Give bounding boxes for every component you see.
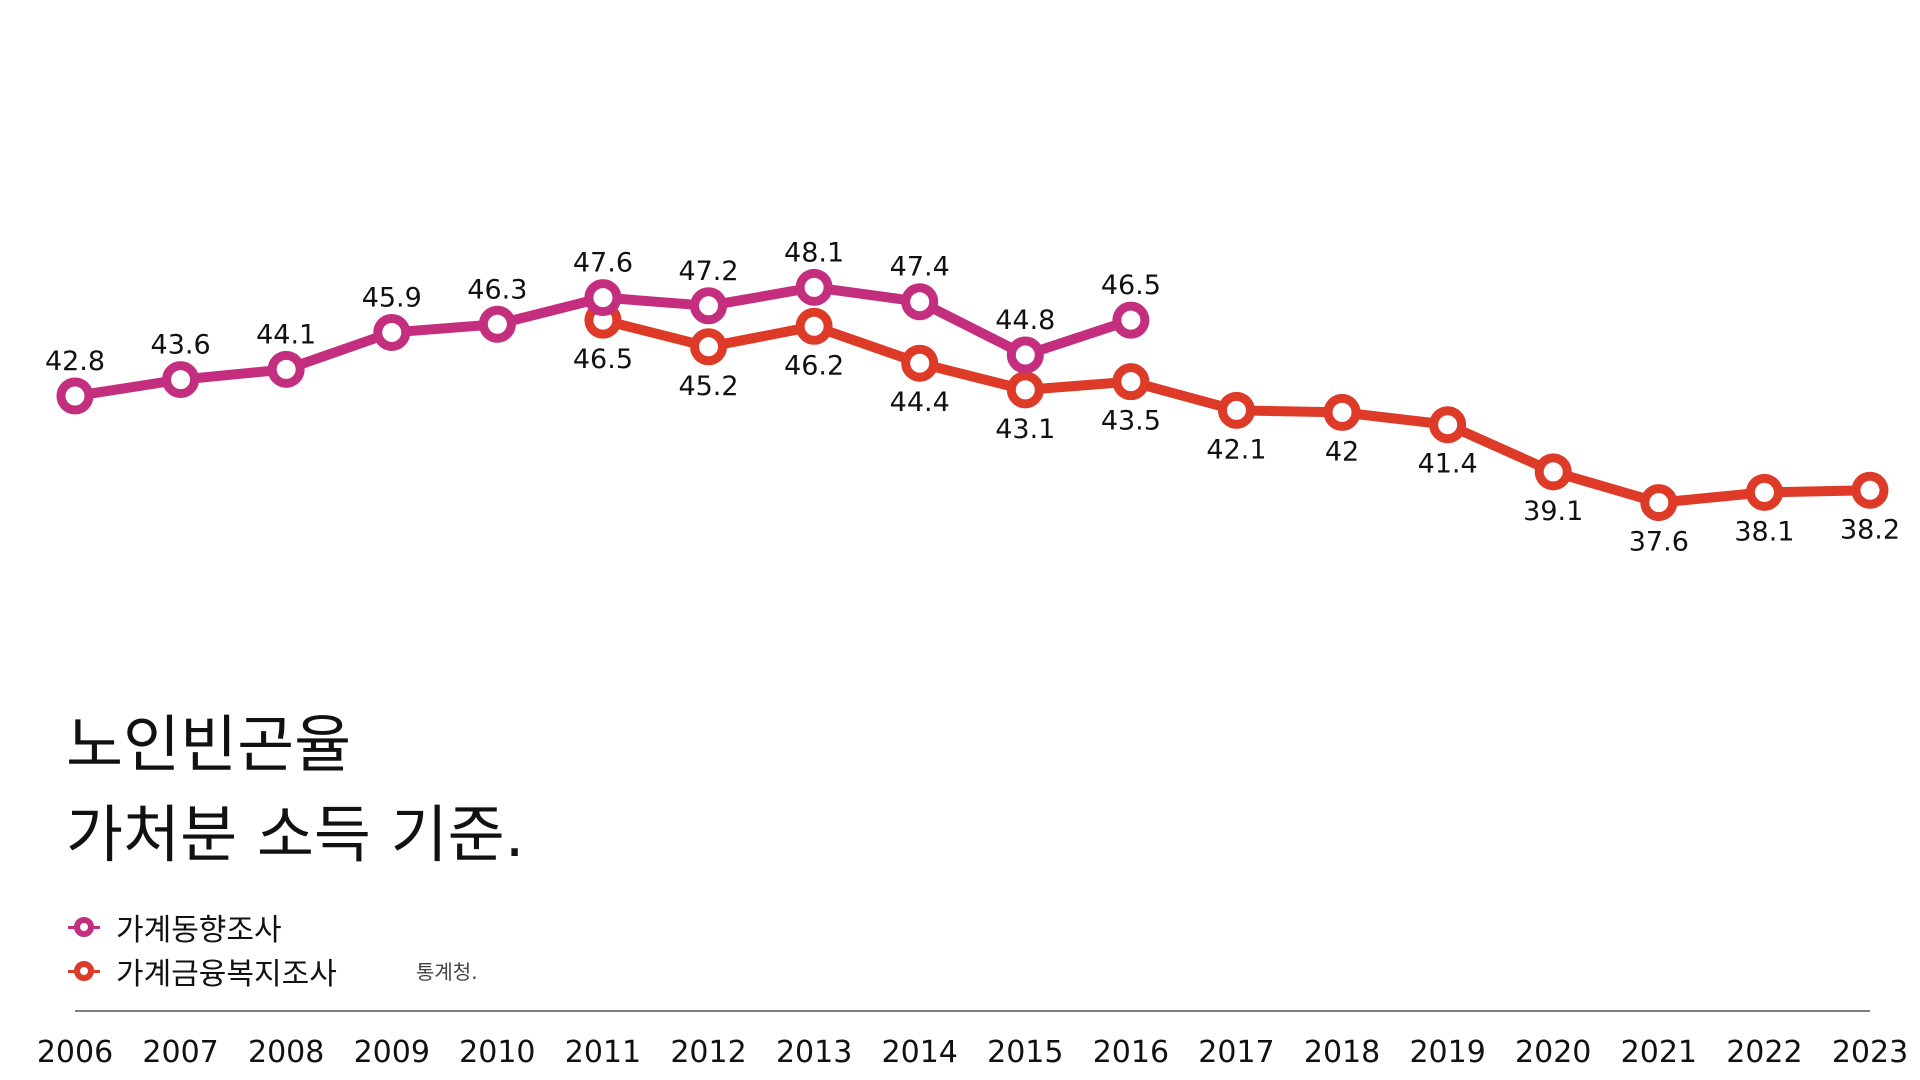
data-label-1-2015: 43.1 bbox=[995, 414, 1055, 445]
chart-subtitle: 가처분 소득 기준. bbox=[66, 798, 525, 871]
data-point-0-2012 bbox=[690, 287, 728, 325]
data-label-1-2014: 44.4 bbox=[890, 387, 950, 418]
data-label-0-2015: 44.8 bbox=[995, 305, 1055, 336]
data-point-1-2015 bbox=[1006, 371, 1044, 409]
data-point-0-2010 bbox=[478, 305, 516, 343]
data-point-1-2022 bbox=[1745, 473, 1783, 511]
data-point-1-2016 bbox=[1112, 363, 1150, 401]
data-point-0-2013 bbox=[795, 268, 833, 306]
data-label-1-2022: 38.1 bbox=[1734, 516, 1794, 547]
data-label-1-2013: 46.2 bbox=[784, 350, 844, 381]
data-point-0-2007 bbox=[162, 361, 200, 399]
data-point-0-2006 bbox=[56, 377, 94, 415]
data-label-0-2007: 43.6 bbox=[151, 330, 211, 361]
legend-label-household-trend: 가계동향조사 bbox=[116, 913, 282, 948]
data-label-1-2012: 45.2 bbox=[678, 371, 738, 402]
legend-label-household-finance: 가계금융복지조사 bbox=[116, 957, 337, 992]
x-tick-label-2017: 2017 bbox=[1198, 1035, 1274, 1070]
legend-item-household-finance: 가계금융복지조사 bbox=[68, 949, 337, 993]
data-label-1-2017: 42.1 bbox=[1206, 434, 1266, 465]
data-label-1-2020: 39.1 bbox=[1523, 496, 1583, 527]
data-point-0-2009 bbox=[373, 313, 411, 351]
data-point-1-2017 bbox=[1217, 391, 1255, 429]
legend-marker-household-trend bbox=[68, 917, 100, 937]
data-point-0-2016 bbox=[1112, 301, 1150, 339]
x-tick-label-2014: 2014 bbox=[882, 1035, 958, 1070]
data-label-0-2006: 42.8 bbox=[45, 346, 105, 377]
x-tick-label-2010: 2010 bbox=[459, 1035, 535, 1070]
data-point-1-2023 bbox=[1851, 471, 1889, 509]
data-label-1-2023: 38.2 bbox=[1840, 514, 1900, 545]
x-tick-label-2022: 2022 bbox=[1726, 1035, 1802, 1070]
data-label-0-2010: 46.3 bbox=[467, 274, 527, 305]
data-label-1-2016: 43.5 bbox=[1101, 406, 1161, 437]
data-label-0-2014: 47.4 bbox=[890, 252, 950, 283]
data-label-0-2013: 48.1 bbox=[784, 237, 844, 268]
x-tick-label-2008: 2008 bbox=[248, 1035, 324, 1070]
x-tick-label-2020: 2020 bbox=[1515, 1035, 1591, 1070]
x-tick-label-2012: 2012 bbox=[670, 1035, 746, 1070]
data-label-1-2011: 46.5 bbox=[573, 344, 633, 375]
data-point-1-2012 bbox=[690, 328, 728, 366]
legend-marker-household-finance bbox=[68, 961, 100, 981]
source-note: 통계청. bbox=[416, 960, 478, 984]
chart-title-block: 노인빈곤율 가처분 소득 기준. bbox=[66, 700, 524, 880]
data-point-0-2015 bbox=[1006, 336, 1044, 374]
chart-title: 노인빈곤율 bbox=[66, 708, 352, 781]
data-label-1-2018: 42 bbox=[1325, 436, 1359, 467]
x-tick-label-2018: 2018 bbox=[1304, 1035, 1380, 1070]
x-tick-label-2019: 2019 bbox=[1409, 1035, 1485, 1070]
data-point-1-2014 bbox=[901, 344, 939, 382]
data-point-0-2011 bbox=[584, 279, 622, 317]
x-tick-label-2021: 2021 bbox=[1621, 1035, 1697, 1070]
data-label-0-2011: 47.6 bbox=[573, 248, 633, 279]
data-point-0-2014 bbox=[901, 283, 939, 321]
data-label-0-2009: 45.9 bbox=[362, 282, 422, 313]
data-point-1-2021 bbox=[1640, 484, 1678, 522]
x-tick-label-2011: 2011 bbox=[565, 1035, 641, 1070]
x-tick-label-2013: 2013 bbox=[776, 1035, 852, 1070]
data-point-1-2013 bbox=[795, 307, 833, 345]
data-label-0-2016: 46.5 bbox=[1101, 270, 1161, 301]
data-point-0-2008 bbox=[267, 350, 305, 388]
x-tick-label-2023: 2023 bbox=[1832, 1035, 1908, 1070]
data-point-1-2018 bbox=[1323, 393, 1361, 431]
x-tick-label-2016: 2016 bbox=[1093, 1035, 1169, 1070]
x-tick-label-2015: 2015 bbox=[987, 1035, 1063, 1070]
data-label-1-2019: 41.4 bbox=[1418, 449, 1478, 480]
x-tick-label-2009: 2009 bbox=[354, 1035, 430, 1070]
x-tick-label-2007: 2007 bbox=[142, 1035, 218, 1070]
data-label-0-2008: 44.1 bbox=[256, 319, 316, 350]
data-point-1-2019 bbox=[1429, 406, 1467, 444]
data-label-0-2012: 47.2 bbox=[678, 256, 738, 287]
data-label-1-2021: 37.6 bbox=[1629, 527, 1689, 558]
x-tick-label-2006: 2006 bbox=[37, 1035, 113, 1070]
legend-item-household-trend: 가계동향조사 bbox=[68, 905, 337, 949]
data-point-1-2020 bbox=[1534, 453, 1572, 491]
legend: 가계동향조사 가계금융복지조사 bbox=[68, 905, 337, 993]
